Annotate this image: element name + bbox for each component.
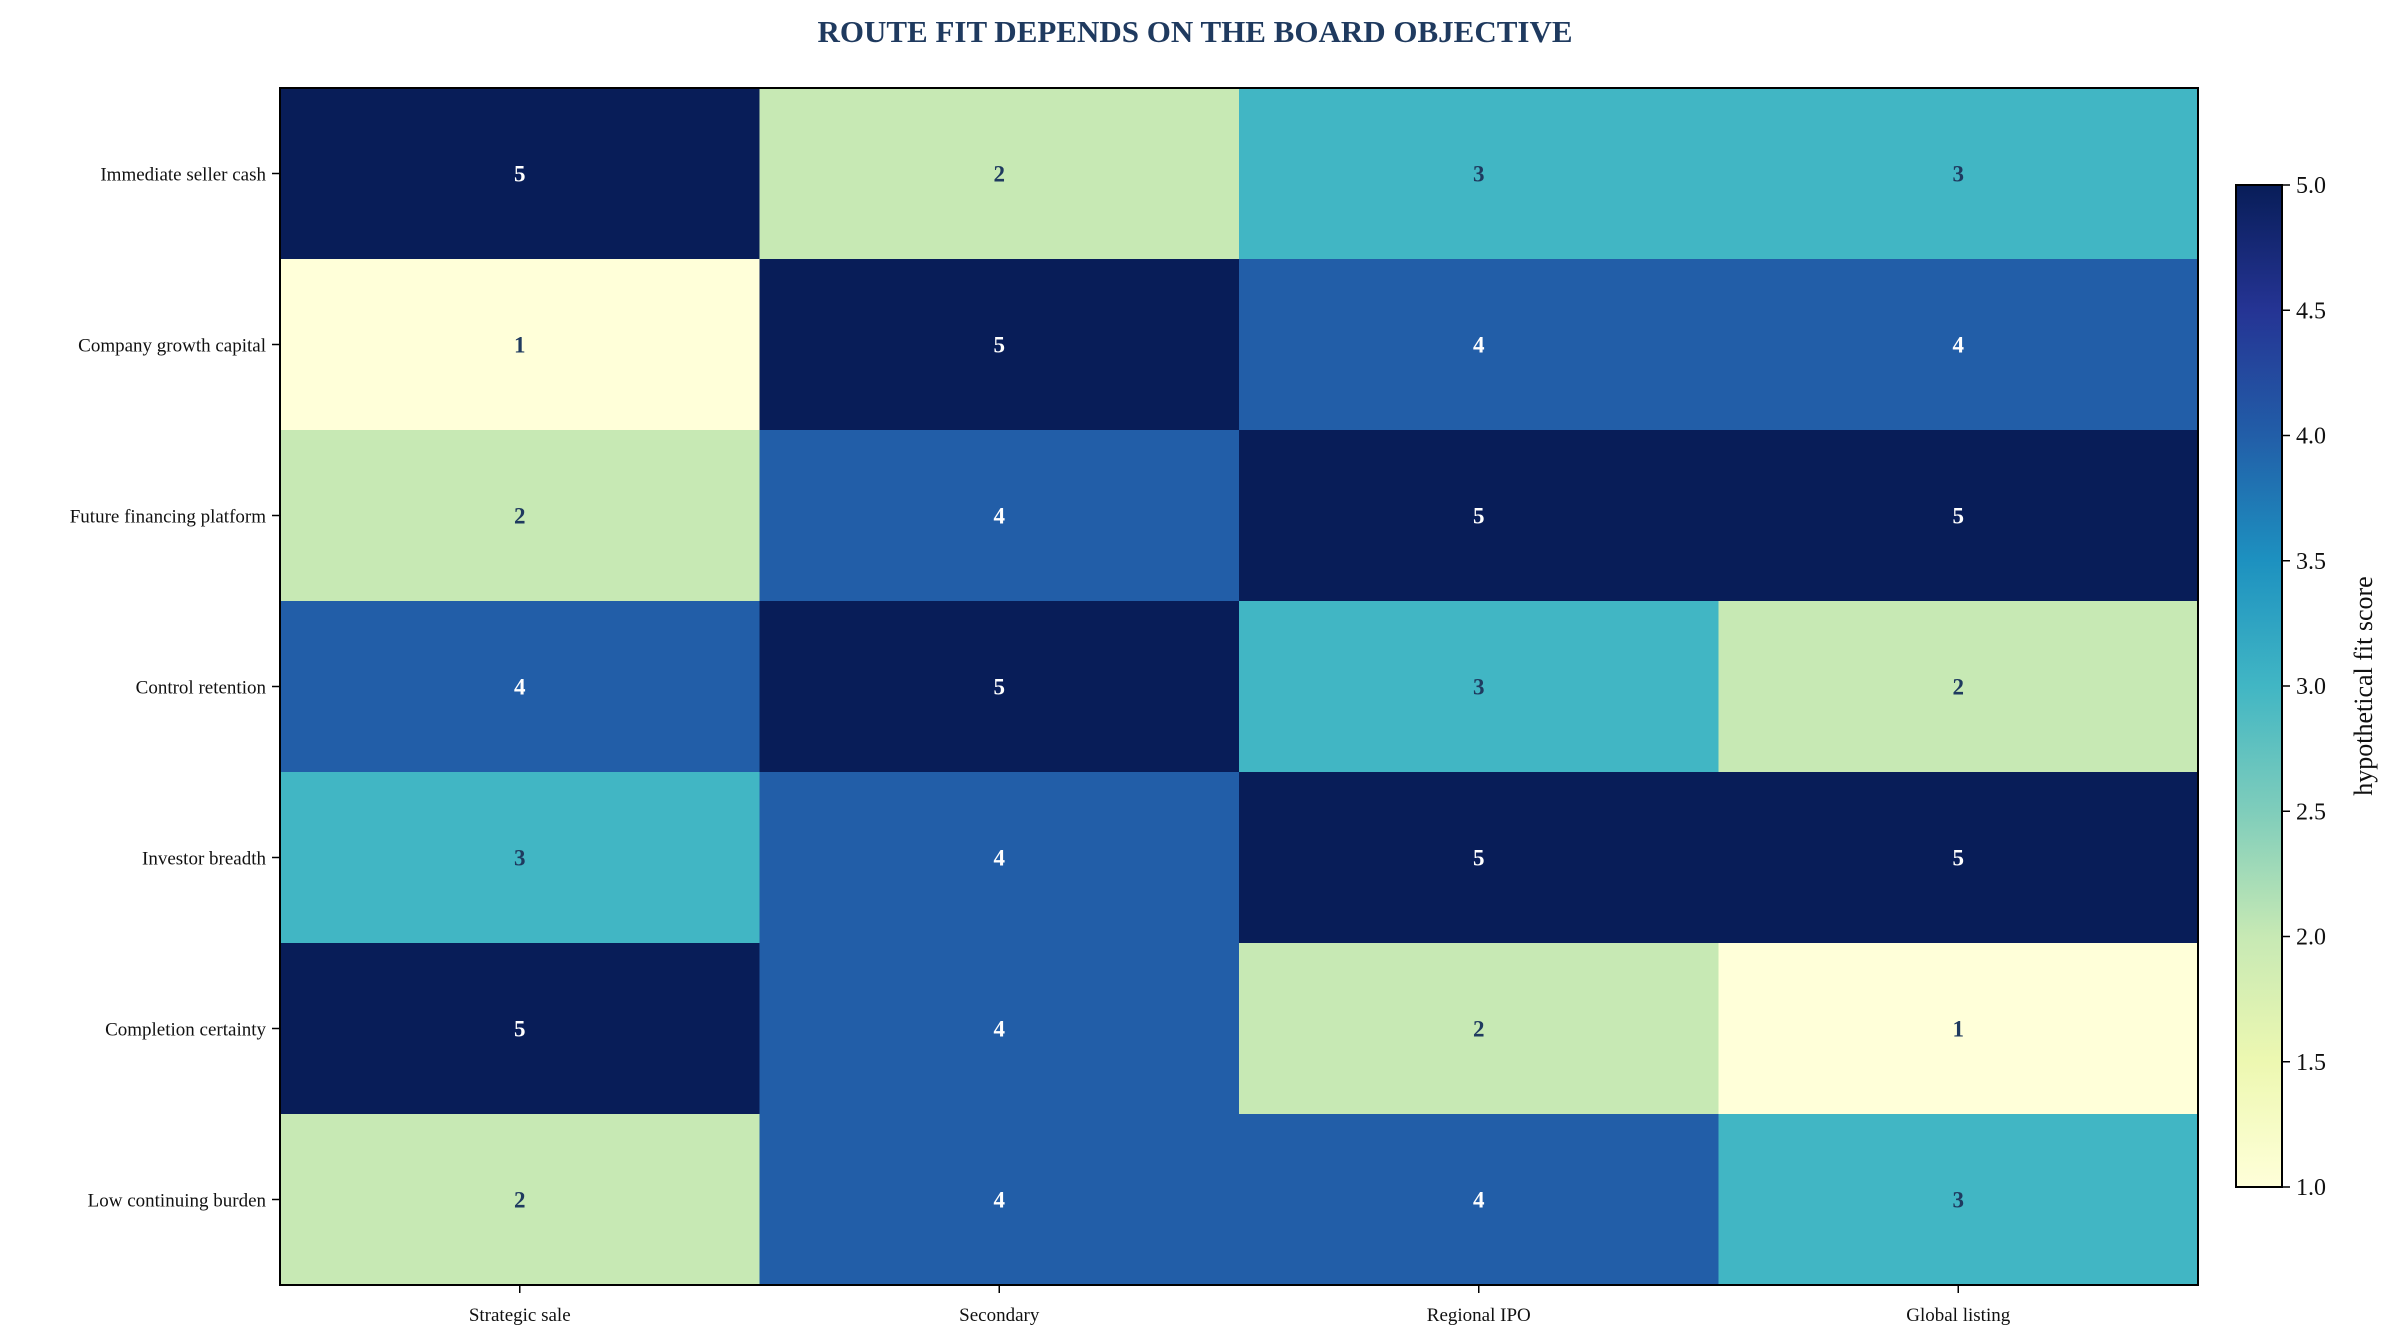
heatmap-cell xyxy=(1718,1114,2199,1286)
colorbar-gradient xyxy=(2235,184,2283,1188)
heatmap-cell xyxy=(1718,88,2199,260)
colorbar-tick-label: 5.0 xyxy=(2296,173,2326,199)
heatmap-cell xyxy=(1239,601,1719,773)
cell-value-label: 5 xyxy=(994,675,1006,700)
heatmap-cell xyxy=(1239,430,1719,602)
heatmap-cell xyxy=(280,259,760,431)
colorbar-tick-label: 1.5 xyxy=(2296,1050,2326,1076)
cell-value-label: 2 xyxy=(514,504,526,529)
heatmap-cell xyxy=(280,430,760,602)
cell-value-label: 5 xyxy=(514,1017,526,1042)
chart-title: ROUTE FIT DEPENDS ON THE BOARD OBJECTIVE xyxy=(817,14,1572,49)
cell-value-label: 2 xyxy=(1953,675,1965,700)
row-label: Immediate seller cash xyxy=(100,165,266,186)
cell-value-label: 4 xyxy=(1953,333,1965,358)
cell-value-label: 3 xyxy=(1953,1188,1965,1213)
heatmap-cell xyxy=(280,1114,760,1286)
heatmap-cell xyxy=(759,259,1240,431)
heatmap-cell xyxy=(1239,772,1719,944)
cell-value-label: 4 xyxy=(994,1017,1006,1042)
cell-value-label: 1 xyxy=(514,333,526,358)
heatmap-cell xyxy=(759,772,1240,944)
heatmap-cells xyxy=(280,88,2199,1286)
heatmap-cell xyxy=(1718,943,2199,1115)
colorbar-label: hypothetical fit score xyxy=(2349,576,2378,795)
cell-value-label: 2 xyxy=(1473,1017,1485,1042)
cell-value-label: 5 xyxy=(1473,504,1485,529)
heatmap-cell xyxy=(1239,943,1719,1115)
colorbar-tick-label: 3.5 xyxy=(2296,549,2326,575)
cell-value-label: 1 xyxy=(1953,1017,1965,1042)
column-label: Strategic sale xyxy=(469,1305,571,1326)
heatmap-cell-labels: 5 2 3 3 1 5 4 4 2 4 5 5 4 5 3 2 3 4 5 5 5 4 2 1 2 4 4 3 xyxy=(514,162,1965,1213)
row-label: Completion certainty xyxy=(105,1020,266,1041)
colorbar-tick-label: 2.0 xyxy=(2296,925,2326,951)
column-label: Regional IPO xyxy=(1427,1305,1531,1326)
colorbar-tick-label: 4.5 xyxy=(2296,298,2326,324)
cell-value-label: 3 xyxy=(1473,675,1485,700)
cell-value-label: 3 xyxy=(514,846,526,871)
row-label: Company growth capital xyxy=(78,336,266,357)
colorbar-ticks: 1.0 1.5 2.0 2.5 3.0 3.5 4.0 4.5 5.0 xyxy=(2282,173,2326,1201)
heatmap-cell xyxy=(759,88,1240,260)
heatmap-cell xyxy=(759,430,1240,602)
cell-value-label: 5 xyxy=(1953,846,1965,871)
heatmap-cell xyxy=(759,943,1240,1115)
cell-value-label: 3 xyxy=(1953,162,1965,187)
cell-value-label: 5 xyxy=(994,333,1006,358)
cell-value-label: 4 xyxy=(994,504,1006,529)
heatmap-cell xyxy=(1239,1114,1719,1286)
cell-value-label: 4 xyxy=(994,1188,1006,1213)
heatmap-cell xyxy=(1718,772,2199,944)
heatmap-cell xyxy=(1718,259,2199,431)
row-labels: Immediate seller cash Company growth capi… xyxy=(70,165,280,1212)
cell-value-label: 4 xyxy=(1473,1188,1485,1213)
heatmap-cell xyxy=(759,601,1240,773)
cell-value-label: 3 xyxy=(1473,162,1485,187)
heatmap-cell xyxy=(1718,430,2199,602)
heatmap-cell xyxy=(1239,259,1719,431)
cell-value-label: 5 xyxy=(1473,846,1485,871)
heatmap-cell xyxy=(280,88,760,260)
heatmap-cell xyxy=(280,772,760,944)
cell-value-label: 2 xyxy=(994,162,1006,187)
row-label: Control retention xyxy=(136,678,267,699)
row-label: Low continuing burden xyxy=(88,1191,267,1212)
cell-value-label: 5 xyxy=(1953,504,1965,529)
column-label: Global listing xyxy=(1906,1305,2010,1326)
heatmap-cell xyxy=(280,601,760,773)
row-label: Investor breadth xyxy=(142,849,266,870)
colorbar-tick-label: 4.0 xyxy=(2296,424,2326,450)
heatmap-cell xyxy=(1239,88,1719,260)
column-labels: Strategic sale Secondary Regional IPO Globa… xyxy=(469,1285,2011,1326)
colorbar: 1.0 1.5 2.0 2.5 3.0 3.5 4.0 4.5 5.0 hypothetical… xyxy=(2235,173,2378,1201)
colorbar-tick-label: 1.0 xyxy=(2296,1175,2326,1201)
row-label: Future financing platform xyxy=(70,507,267,528)
cell-value-label: 2 xyxy=(514,1188,526,1213)
heatmap-cell xyxy=(1718,601,2199,773)
cell-value-label: 4 xyxy=(1473,333,1485,358)
cell-value-label: 5 xyxy=(514,162,526,187)
heatmap-cell xyxy=(280,943,760,1115)
colorbar-tick-label: 3.0 xyxy=(2296,674,2326,700)
cell-value-label: 4 xyxy=(514,675,526,700)
column-label: Secondary xyxy=(959,1305,1040,1326)
heatmap-cell xyxy=(759,1114,1240,1286)
cell-value-label: 4 xyxy=(994,846,1006,871)
colorbar-tick-label: 2.5 xyxy=(2296,799,2326,825)
